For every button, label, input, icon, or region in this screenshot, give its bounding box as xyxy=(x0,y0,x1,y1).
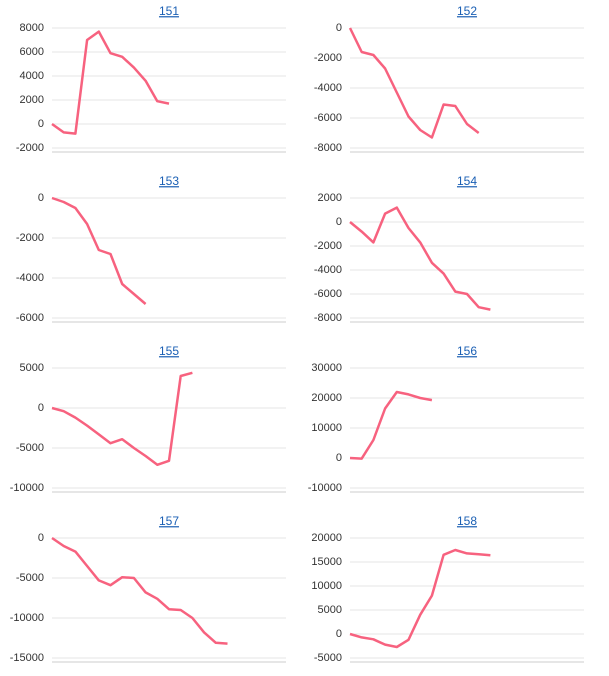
y-tick-label: -2000 xyxy=(16,232,44,244)
y-tick-label: 20000 xyxy=(311,532,342,544)
chart-title[interactable]: 154 xyxy=(457,174,477,188)
y-tick-label: -5000 xyxy=(314,652,342,664)
data-line xyxy=(51,196,147,305)
data-line xyxy=(349,206,491,311)
y-tick-label: -10000 xyxy=(308,482,342,494)
y-tick-label: -8000 xyxy=(314,312,342,324)
chart-title[interactable]: 156 xyxy=(457,344,477,358)
y-tick-label: 0 xyxy=(38,402,44,414)
y-tick-label: -6000 xyxy=(314,288,342,300)
chart-title[interactable]: 155 xyxy=(159,344,179,358)
data-line xyxy=(349,390,433,460)
data-line xyxy=(51,371,193,467)
y-tick-label: 5000 xyxy=(20,362,44,374)
chart-title[interactable]: 158 xyxy=(457,514,477,528)
y-tick-label: 0 xyxy=(38,118,44,130)
y-tick-label: 2000 xyxy=(20,94,44,106)
chart-title[interactable]: 157 xyxy=(159,514,179,528)
chart-title[interactable]: 152 xyxy=(457,4,477,18)
y-tick-label: -5000 xyxy=(16,442,44,454)
y-tick-label: -5000 xyxy=(16,572,44,584)
y-tick-label: 0 xyxy=(336,22,342,34)
y-tick-label: 10000 xyxy=(311,422,342,434)
y-tick-label: 5000 xyxy=(318,604,342,616)
y-tick-label: -8000 xyxy=(314,142,342,154)
y-tick-label: 20000 xyxy=(311,392,342,404)
y-tick-label: 0 xyxy=(38,532,44,544)
data-line xyxy=(348,27,480,139)
y-tick-label: -10000 xyxy=(10,612,44,624)
y-tick-label: -4000 xyxy=(314,82,342,94)
y-tick-label: -15000 xyxy=(10,652,44,664)
y-tick-label: 2000 xyxy=(318,192,342,204)
chart-title[interactable]: 153 xyxy=(159,174,179,188)
y-tick-label: 0 xyxy=(38,192,44,204)
y-tick-label: 10000 xyxy=(311,580,342,592)
y-tick-label: -2000 xyxy=(314,240,342,252)
y-tick-label: 6000 xyxy=(20,46,44,58)
y-tick-label: 0 xyxy=(336,216,342,228)
y-tick-label: -6000 xyxy=(314,112,342,124)
y-tick-label: -10000 xyxy=(10,482,44,494)
data-line xyxy=(349,548,491,649)
y-tick-label: 0 xyxy=(336,628,342,640)
y-tick-label: 8000 xyxy=(20,22,44,34)
data-line xyxy=(51,30,170,135)
y-tick-label: 30000 xyxy=(311,362,342,374)
y-tick-label: -2000 xyxy=(16,142,44,154)
y-tick-label: -4000 xyxy=(314,264,342,276)
y-tick-label: 4000 xyxy=(20,70,44,82)
y-tick-label: 15000 xyxy=(311,556,342,568)
y-tick-label: -6000 xyxy=(16,312,44,324)
y-tick-label: -2000 xyxy=(314,52,342,64)
chart-title[interactable]: 151 xyxy=(159,4,179,18)
y-tick-label: -4000 xyxy=(16,272,44,284)
data-line xyxy=(51,536,228,645)
y-tick-label: 0 xyxy=(336,452,342,464)
